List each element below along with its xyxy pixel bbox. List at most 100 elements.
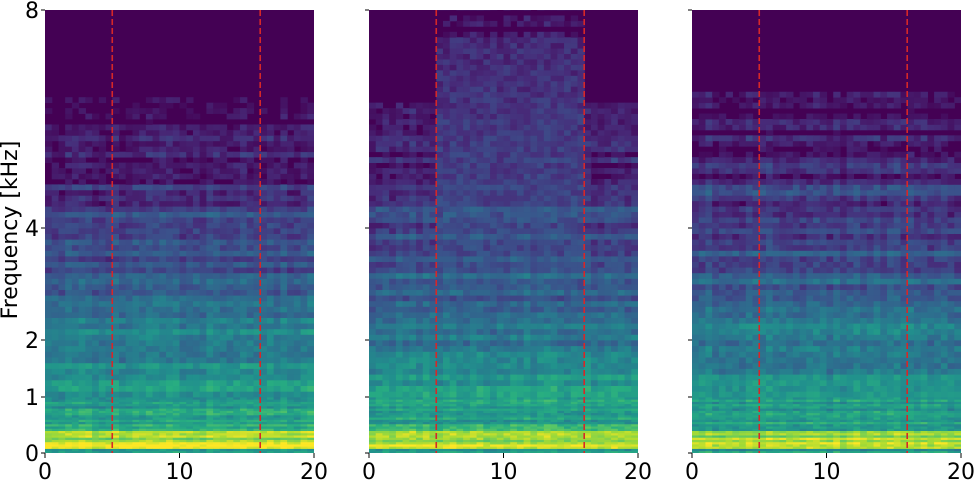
heatmap-cell	[402, 351, 410, 358]
heatmap-cell	[422, 284, 431, 290]
heatmap-cell	[416, 439, 424, 443]
heatmap-cell	[92, 113, 100, 120]
heatmap-cell	[436, 64, 444, 71]
heatmap-cell	[253, 323, 261, 330]
heatmap-cell	[516, 189, 525, 196]
heatmap-cell	[469, 379, 478, 386]
heatmap-cell	[496, 408, 505, 411]
heatmap-cell	[496, 151, 505, 158]
heatmap-cell	[375, 300, 384, 307]
heatmap-cell	[510, 385, 518, 392]
heatmap-cell	[389, 417, 397, 420]
heatmap-cell	[449, 312, 458, 318]
heatmap-cell	[65, 113, 73, 120]
heatmap-cell	[246, 379, 255, 386]
heatmap-cell	[369, 323, 377, 330]
heatmap-cell	[287, 168, 295, 174]
heatmap-cell	[105, 340, 113, 347]
heatmap-cell	[395, 233, 404, 240]
heatmap-cell	[145, 399, 154, 402]
heatmap-cell	[118, 417, 127, 420]
heatmap-cell	[273, 178, 281, 185]
heatmap-cell	[375, 178, 384, 185]
heatmap-cell	[233, 162, 241, 169]
heatmap-cell	[85, 448, 93, 452]
heatmap-cell	[159, 410, 167, 414]
heatmap-cell	[98, 448, 107, 452]
heatmap-cell	[213, 437, 221, 440]
heatmap-cell	[240, 368, 248, 375]
heatmap-cell	[132, 428, 140, 431]
heatmap-cell	[192, 261, 201, 268]
heatmap-cell	[402, 391, 410, 398]
heatmap-cell	[516, 97, 525, 104]
heatmap-cell	[280, 323, 288, 330]
heatmap-cell	[496, 391, 505, 398]
heatmap-cell	[233, 222, 241, 229]
heatmap-cell	[125, 228, 134, 234]
heatmap-cell	[199, 267, 207, 274]
heatmap-cell	[389, 448, 397, 452]
heatmap-cell	[476, 151, 484, 158]
heatmap-cell	[166, 435, 174, 438]
heatmap-cell	[71, 446, 80, 449]
heatmap-cell	[422, 157, 431, 163]
heatmap-cell	[469, 129, 478, 136]
heatmap-cell	[436, 91, 444, 98]
heatmap-cell	[422, 417, 431, 420]
heatmap-cell	[172, 233, 181, 240]
heatmap-cell	[112, 200, 120, 207]
heatmap-cell	[145, 129, 154, 136]
heatmap-cell	[280, 435, 288, 438]
heatmap-cell	[253, 426, 261, 429]
heatmap-cell	[429, 334, 437, 341]
heatmap-cell	[260, 408, 268, 411]
heatmap-cell	[442, 108, 451, 114]
heatmap-cell	[307, 428, 314, 431]
heatmap-cell	[71, 173, 80, 180]
heatmap-cell	[300, 357, 308, 364]
heatmap-cell	[51, 217, 60, 223]
heatmap-cell	[71, 289, 80, 296]
heatmap-cell	[253, 129, 261, 136]
heatmap-cell	[503, 300, 511, 307]
heatmap-cell	[240, 135, 248, 142]
heatmap-cell	[442, 261, 451, 268]
heatmap-cell	[389, 432, 397, 436]
heatmap-cell	[145, 162, 154, 169]
heatmap-cell	[253, 397, 261, 400]
heatmap-cell	[382, 444, 390, 447]
heatmap-cell	[273, 412, 281, 416]
heatmap-cell	[213, 421, 221, 425]
heatmap-cell	[105, 421, 113, 425]
heatmap-cell	[132, 184, 140, 191]
heatmap-cell	[456, 157, 464, 163]
heatmap-cell	[307, 439, 314, 443]
heatmap-cell	[516, 374, 525, 381]
heatmap-cell	[85, 312, 93, 318]
heatmap-cell	[483, 300, 491, 307]
heatmap-cell	[233, 135, 241, 142]
heatmap-cell	[132, 312, 140, 318]
heatmap-cell	[98, 421, 107, 425]
heatmap-cell	[476, 256, 484, 262]
heatmap-cell	[496, 446, 505, 449]
heatmap-cell	[307, 432, 314, 436]
heatmap-cell	[516, 244, 525, 251]
heatmap-cell	[280, 428, 288, 431]
heatmap-cell	[503, 399, 511, 402]
heatmap-cell	[463, 403, 471, 407]
heatmap-cell	[496, 334, 505, 341]
heatmap-cell	[516, 405, 525, 409]
heatmap-cell	[139, 278, 147, 285]
heatmap-cell	[402, 323, 410, 330]
heatmap-cell	[523, 441, 531, 445]
heatmap-cell	[206, 410, 214, 414]
heatmap-cell	[293, 278, 302, 285]
heatmap-cell	[166, 412, 174, 416]
heatmap-cell	[402, 261, 410, 268]
heatmap-cell	[280, 328, 288, 335]
heatmap-cell	[65, 295, 73, 302]
heatmap-cell	[240, 300, 248, 307]
